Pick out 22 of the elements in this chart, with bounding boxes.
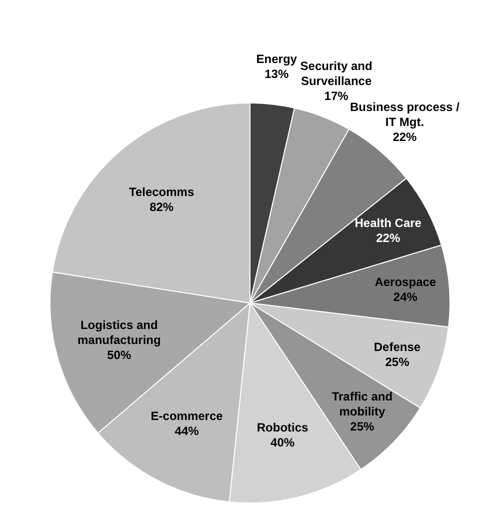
- data-label: 17%: [324, 89, 349, 104]
- slice-label: Business process / IT Mgt.: [350, 100, 460, 130]
- slice-label: Telecomms: [129, 185, 194, 200]
- data-label: 44%: [174, 424, 200, 438]
- slice-label: Traffic and mobility: [332, 389, 393, 418]
- data-label: 40%: [270, 436, 295, 450]
- data-label: 82%: [150, 200, 174, 214]
- slice-label: Logistics and manufacturing: [77, 318, 161, 348]
- slice-label: Defense: [374, 340, 421, 354]
- slice-label: Robotics: [256, 420, 309, 435]
- data-label: 13%: [264, 66, 289, 81]
- data-label: 22%: [376, 231, 400, 246]
- slice-label: Energy: [256, 52, 298, 66]
- slice-label: E-commerce: [150, 408, 224, 423]
- slice-label: Security and Surveillance: [300, 59, 372, 88]
- slice-label: Aerospace: [374, 275, 436, 290]
- data-label: 50%: [107, 348, 132, 362]
- slice-label: Health Care: [354, 216, 422, 230]
- data-label: 25%: [350, 419, 375, 434]
- data-label: 22%: [392, 130, 418, 144]
- data-label: 25%: [385, 355, 410, 370]
- data-label: 24%: [393, 290, 418, 304]
